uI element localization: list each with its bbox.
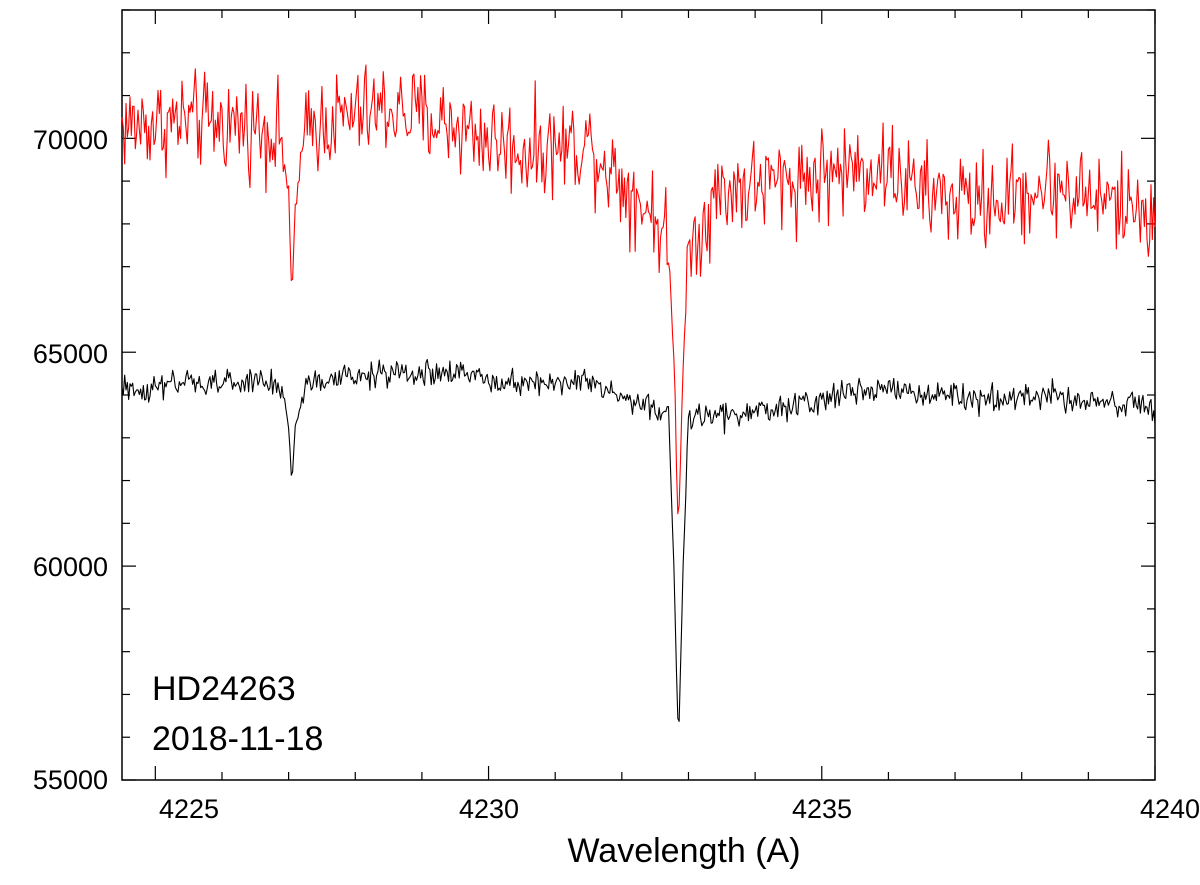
axis-ticks: [122, 9, 1156, 781]
series-layer: [121, 64, 1156, 722]
x-tick-label-4240: 4240: [1140, 794, 1200, 824]
series-line-red: [121, 64, 1156, 515]
star-name-label: HD24263: [152, 670, 296, 708]
observation-date-label: 2018-11-18: [152, 720, 323, 758]
plot-frame: [121, 9, 1156, 781]
y-tick-label-65000: 65000: [33, 339, 108, 369]
x-tick-label-4230: 4230: [459, 794, 519, 824]
x-tick-label-4235: 4235: [792, 794, 852, 824]
y-tick-label-55000: 55000: [33, 765, 108, 795]
series-line-black: [121, 358, 1156, 722]
x-tick-label-4225: 4225: [159, 794, 219, 824]
y-tick-label-60000: 60000: [33, 552, 108, 582]
y-tick-label-70000: 70000: [33, 125, 108, 155]
x-axis-title: Wavelength (A): [567, 832, 800, 870]
